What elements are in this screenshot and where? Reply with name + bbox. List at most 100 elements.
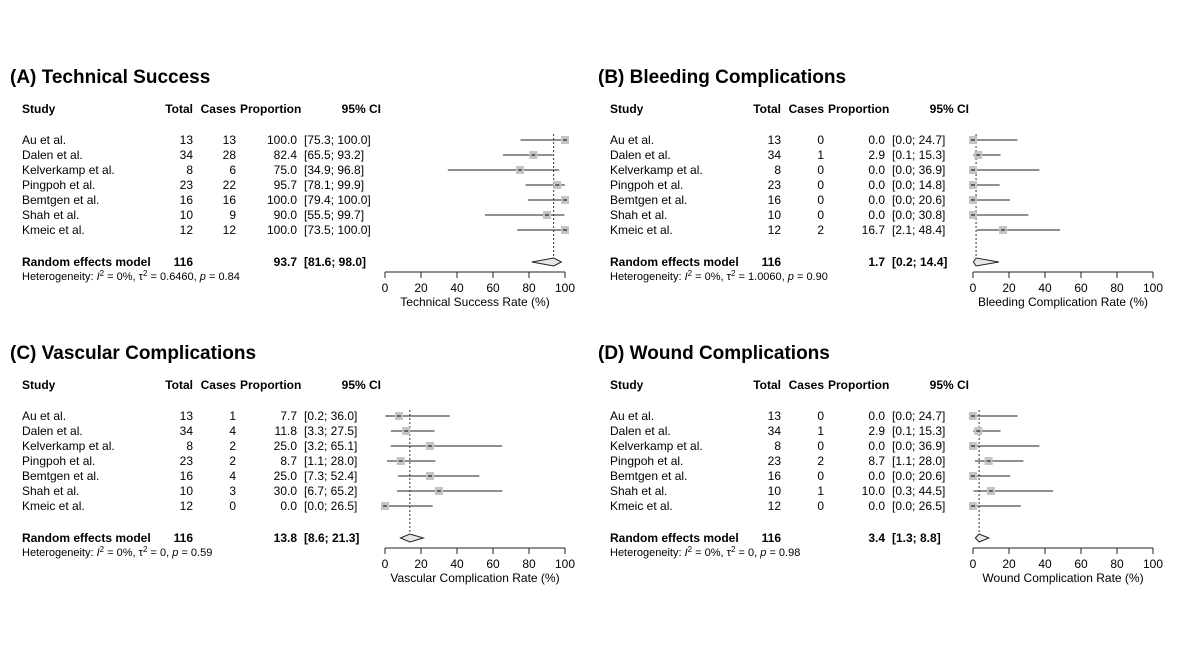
heterogeneity-stats: Heterogeneity: I2 = 0%, τ2 = 0.6460, p =…: [22, 269, 240, 284]
pooled-proportion: 13.8: [274, 531, 298, 545]
pooled-diamond: [974, 533, 991, 543]
study-proportion: 7.7: [280, 409, 297, 423]
x-axis-tick-label: 60: [486, 557, 500, 571]
study-total: 12: [180, 223, 194, 237]
x-axis-tick-label: 20: [414, 281, 428, 295]
study-ci: [0.0; 24.7]: [892, 133, 945, 147]
pooled-ci: [8.6; 21.3]: [304, 531, 359, 545]
heterogeneity-part: Heterogeneity:: [610, 547, 685, 559]
study-name: Bemtgen et al.: [22, 193, 99, 207]
study-total: 16: [768, 193, 782, 207]
pooled-model-name: Random effects model: [22, 531, 151, 545]
x-axis-tick-label: 0: [382, 281, 389, 295]
study-cases: 2: [817, 454, 824, 468]
study-ci: [6.7; 65.2]: [304, 484, 357, 498]
study-name: Kmeic et al.: [22, 223, 85, 237]
study-cases: 0: [817, 499, 824, 513]
study-cases: 1: [229, 409, 236, 423]
study-cases: 16: [223, 193, 237, 207]
study-name: Kmeic et al.: [610, 499, 673, 513]
heterogeneity-part: 2: [688, 545, 693, 554]
heterogeneity-part: 2: [731, 269, 736, 278]
study-total: 13: [180, 133, 194, 147]
heterogeneity-part: = 0%,: [692, 271, 727, 283]
heterogeneity-part: τ: [727, 271, 732, 283]
study-ci: [0.0; 26.5]: [892, 499, 945, 513]
header-study: Study: [22, 102, 56, 116]
study-total: 13: [180, 409, 194, 423]
study-name: Au et al.: [22, 409, 66, 423]
study-name: Dalen et al.: [22, 424, 83, 438]
study-name: Bemtgen et al.: [22, 469, 99, 483]
study-proportion: 0.0: [868, 133, 885, 147]
x-axis-tick-label: 40: [450, 281, 464, 295]
study-name: Kelverkamp et al.: [22, 163, 115, 177]
study-cases: 0: [817, 178, 824, 192]
header-ci: 95% CI: [930, 378, 969, 392]
study-name: Dalen et al.: [610, 148, 671, 162]
heterogeneity-part: p: [199, 271, 206, 283]
heterogeneity-part: = 0.84: [206, 271, 240, 283]
study-ci: [0.0; 36.9]: [892, 163, 945, 177]
study-total: 23: [180, 178, 194, 192]
header-proportion: Proportion: [828, 378, 889, 392]
study-name: Shah et al.: [610, 484, 667, 498]
study-ci: [0.0; 30.8]: [892, 208, 945, 222]
study-total: 10: [180, 484, 194, 498]
study-proportion: 95.7: [274, 178, 298, 192]
study-cases: 4: [229, 469, 236, 483]
study-proportion: 8.7: [868, 454, 885, 468]
heterogeneity-part: 2: [731, 545, 736, 554]
study-name: Shah et al.: [22, 484, 79, 498]
study-proportion: 75.0: [274, 163, 298, 177]
study-name: Bemtgen et al.: [610, 469, 687, 483]
panel-title-text: Vascular Complications: [42, 343, 256, 364]
header-ci: 95% CI: [930, 102, 969, 116]
study-total: 10: [768, 484, 782, 498]
study-total: 16: [180, 193, 194, 207]
study-ci: [0.0; 26.5]: [304, 499, 357, 513]
study-name: Kmeic et al.: [610, 223, 673, 237]
header-study: Study: [610, 378, 644, 392]
pooled-ci: [81.6; 98.0]: [304, 255, 366, 269]
panel-title-text: Bleeding Complications: [630, 67, 846, 88]
header-total: Total: [165, 102, 193, 116]
heterogeneity-part: = 0,: [735, 547, 760, 559]
x-axis-tick-label: 80: [522, 281, 536, 295]
study-cases: 0: [817, 469, 824, 483]
study-name: Dalen et al.: [610, 424, 671, 438]
study-total: 10: [180, 208, 194, 222]
pooled-total: 116: [762, 255, 782, 269]
study-total: 34: [180, 424, 194, 438]
study-total: 12: [768, 223, 782, 237]
study-name: Shah et al.: [610, 208, 667, 222]
study-proportion: 11.8: [275, 424, 298, 438]
study-total: 8: [186, 163, 193, 177]
x-axis-tick-label: 0: [970, 557, 977, 571]
study-ci: [0.0; 20.6]: [892, 193, 945, 207]
heterogeneity-part: 2: [688, 269, 693, 278]
heterogeneity-part: τ: [139, 271, 144, 283]
study-ci: [1.1; 28.0]: [892, 454, 945, 468]
forest-panel-bleeding-complications: (B) Bleeding Complications Study Total Case…: [588, 60, 1168, 340]
study-cases: 4: [229, 424, 236, 438]
forest-panel-vascular-complications: (C) Vascular Complications Study Total Case…: [0, 336, 580, 616]
header-total: Total: [753, 102, 781, 116]
study-proportion: 2.9: [868, 424, 885, 438]
header-total: Total: [165, 378, 193, 392]
heterogeneity-part: = 0,: [147, 547, 172, 559]
heterogeneity-part: = 0%,: [692, 547, 727, 559]
study-name: Pingpoh et al.: [22, 178, 95, 192]
study-cases: 2: [229, 439, 236, 453]
study-name: Au et al.: [610, 409, 654, 423]
study-cases: 0: [817, 193, 824, 207]
pooled-diamond: [972, 257, 1000, 267]
study-total: 16: [768, 469, 782, 483]
study-ci: [1.1; 28.0]: [304, 454, 357, 468]
x-axis-tick-label: 100: [1143, 281, 1163, 295]
heterogeneity-part: = 1.0060,: [735, 271, 787, 283]
study-name: Kmeic et al.: [22, 499, 85, 513]
heterogeneity-stats: Heterogeneity: I2 = 0%, τ2 = 0, p = 0.59: [22, 545, 212, 560]
study-total: 10: [768, 208, 782, 222]
header-cases: Cases: [789, 102, 825, 116]
